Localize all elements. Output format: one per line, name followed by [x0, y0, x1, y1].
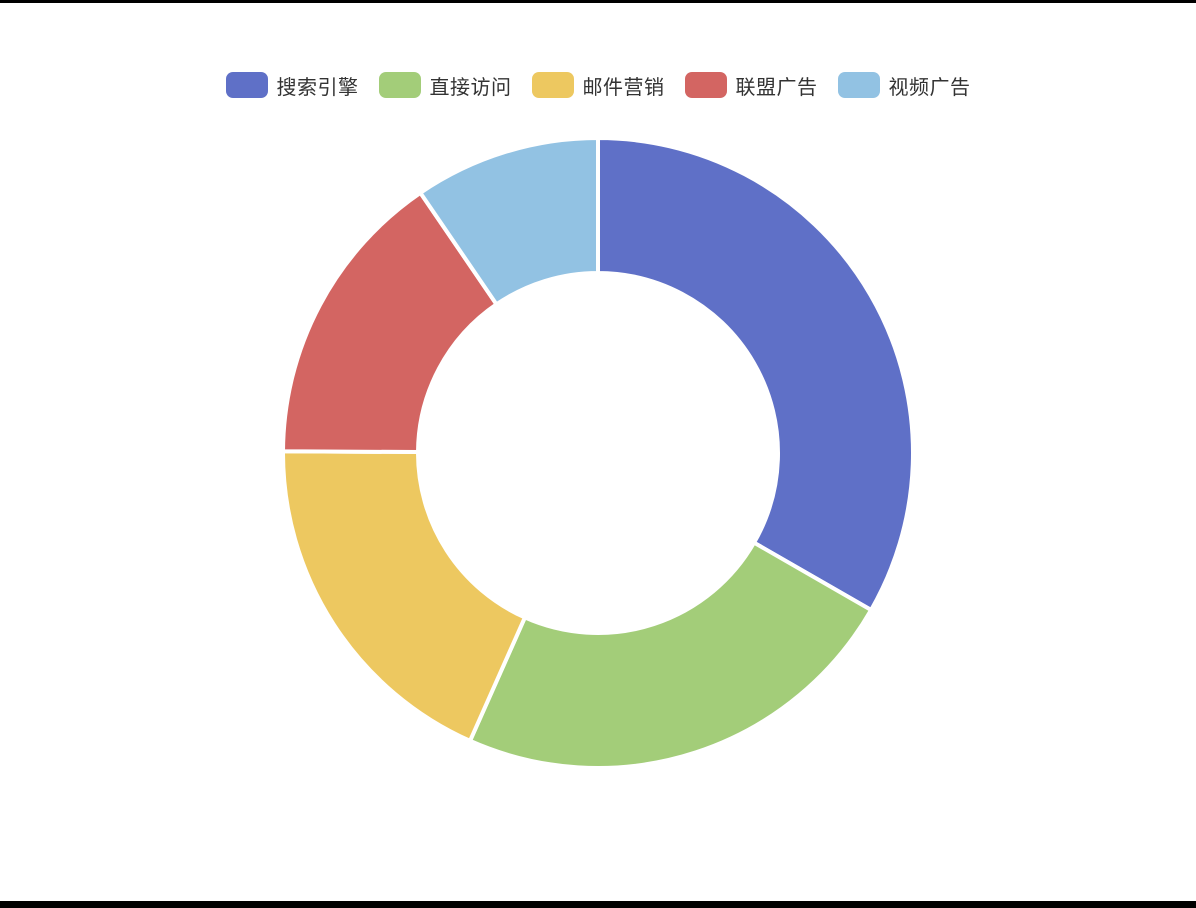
bottom-frame-border — [0, 901, 1196, 908]
legend-swatch-0 — [225, 72, 268, 98]
donut-slices — [281, 136, 915, 770]
top-frame-border — [0, 0, 1196, 3]
legend-swatch-2 — [531, 72, 574, 98]
legend-swatch-4 — [837, 72, 880, 98]
donut-slice-3[interactable] — [281, 190, 499, 455]
legend-item-4[interactable]: 视频广告 — [837, 71, 971, 100]
legend-swatch-3 — [684, 72, 727, 98]
legend-item-3[interactable]: 联盟广告 — [684, 71, 818, 100]
legend-label-3: 联盟广告 — [735, 74, 818, 99]
legend-item-0[interactable]: 搜索引擎 — [225, 71, 359, 100]
legend-label-4: 视频广告 — [888, 74, 971, 99]
chart-legend: 搜索引擎 直接访问 邮件营销 联盟广告 视频广告 — [0, 70, 1196, 100]
legend-label-1: 直接访问 — [429, 74, 512, 99]
donut-slice-4[interactable] — [418, 136, 600, 307]
legend-label-2: 邮件营销 — [582, 74, 665, 99]
donut-slice-1[interactable] — [468, 540, 874, 770]
donut-slice-2[interactable] — [281, 449, 527, 743]
legend-swatch-1 — [378, 72, 421, 98]
legend-label-0: 搜索引擎 — [276, 74, 359, 99]
legend-item-2[interactable]: 邮件营销 — [531, 71, 665, 100]
donut-slice-0[interactable] — [596, 136, 915, 612]
legend-item-1[interactable]: 直接访问 — [378, 71, 512, 100]
